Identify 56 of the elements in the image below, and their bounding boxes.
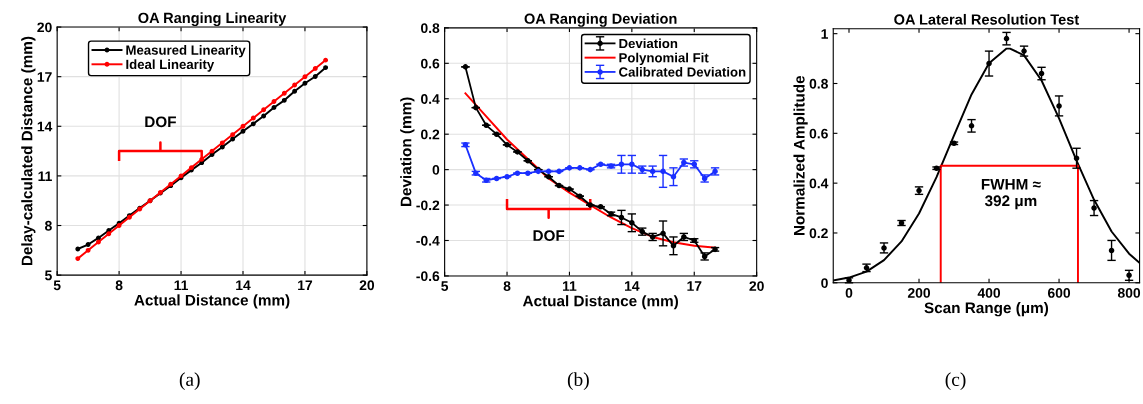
y-tick-label: 1	[821, 29, 828, 39]
y-tick-label: 0.6	[421, 58, 440, 69]
x-tick-label: 800	[1117, 288, 1141, 298]
legend-label: Deviation	[619, 38, 678, 49]
y-tick-label: 8	[45, 220, 52, 231]
y-tick-label: 0.8	[809, 78, 828, 89]
annotation: DOF	[145, 116, 176, 128]
y-tick-label: 0.2	[809, 228, 828, 239]
y-tick-label: 11	[38, 171, 52, 181]
y-tick-label: 0.4	[421, 94, 440, 104]
y-tick-label: 0.8	[421, 23, 440, 34]
y-tick-label: 20	[37, 22, 52, 33]
x-axis-title: Actual Distance (mm)	[134, 294, 290, 309]
legend-label: Polynomial Fit	[619, 52, 709, 66]
x-tick-label: 0	[845, 288, 853, 298]
y-tick-label: 14	[37, 121, 53, 132]
y-tick-label: -0.4	[416, 235, 440, 246]
x-tick-label: 5	[441, 281, 449, 291]
y-axis-title: Deviation (mm)	[400, 97, 415, 207]
x-tick-label: 14	[236, 280, 251, 291]
x-tick-label: 8	[503, 281, 511, 291]
text: (b)	[567, 372, 589, 390]
annotation: DOF	[533, 230, 565, 242]
chart-title: OA Ranging Linearity	[138, 12, 287, 26]
x-tick-label: 20	[749, 281, 764, 291]
legend-label: Measured Linearity	[126, 45, 246, 58]
y-tick-label: -0.2	[416, 200, 440, 211]
x-tick-label: 11	[562, 281, 577, 291]
legend-label: Calibrated Deviation	[619, 66, 746, 77]
y-axis-title: Delay-calculated Distance (mm)	[21, 36, 36, 266]
y-tick-label: 5	[44, 270, 52, 281]
x-tick-label: 200	[907, 288, 931, 298]
y-tick-label: 0.2	[421, 129, 440, 140]
x-tick-label: 20	[359, 280, 375, 291]
text: (c)	[945, 372, 966, 390]
x-tick-label: 14	[625, 281, 640, 291]
x-axis-title: Scan Range (μm)	[924, 302, 1049, 317]
y-axis-title: Normalized Amplitude	[793, 75, 808, 236]
x-tick-label: 8	[115, 280, 123, 291]
x-tick-label: 11	[174, 280, 189, 291]
y-tick-label: 0.6	[809, 128, 828, 139]
x-tick-label: 400	[977, 288, 1001, 298]
y-tick-label: -0.6	[416, 271, 440, 282]
annotation: FWHM ≈ 392 μm	[981, 179, 1041, 210]
x-tick-label: 5	[53, 280, 61, 291]
x-tick-label: 17	[687, 281, 702, 291]
y-tick-label: 17	[37, 72, 52, 82]
x-tick-label: 17	[298, 280, 313, 291]
y-tick-label: 0.4	[809, 178, 829, 189]
y-tick-label: 0	[432, 164, 440, 175]
chart-title: OA Ranging Deviation	[524, 13, 677, 27]
legend-label: Ideal Linearity	[126, 59, 215, 72]
chart-title: OA Lateral Resolution Test	[894, 13, 1080, 25]
text: (a)	[179, 372, 200, 390]
x-tick-label: 600	[1047, 288, 1071, 298]
x-axis-title: Actual Distance (mm)	[522, 295, 678, 310]
